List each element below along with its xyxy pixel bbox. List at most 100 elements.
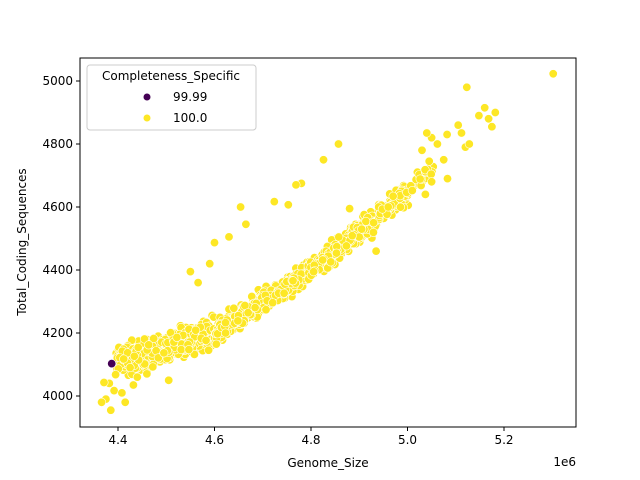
data-point [221,318,231,328]
data-point [474,111,484,121]
data-point [426,169,436,179]
data-point [422,128,432,138]
data-point [318,155,328,165]
data-point [184,345,194,355]
data-point [153,353,163,363]
data-point [201,335,211,345]
data-point [241,219,251,229]
legend-marker-100-0 [143,114,151,122]
data-point [439,155,449,165]
data-point [211,339,221,349]
data-point [383,202,393,212]
data-point [309,267,319,277]
data-point [341,241,351,251]
data-point [250,303,260,313]
data-point [120,397,130,407]
data-point [420,189,430,199]
data-point [464,139,474,149]
data-point [133,342,143,352]
data-point [417,145,427,155]
data-point [291,180,301,190]
data-point [279,288,289,298]
scatter-points [97,69,558,415]
data-point [233,316,243,326]
data-point [395,202,405,212]
data-point [415,174,425,184]
data-point [97,397,107,407]
legend-marker-99-99 [143,93,151,101]
data-point [224,232,234,242]
legend: Completeness_Specific 99.99 100.0 [86,64,257,131]
y-axis-label: Total_Coding_Sequences [15,168,29,316]
data-point [106,405,116,415]
data-point [318,255,328,265]
data-point [345,204,355,214]
data-point [462,82,472,92]
x-axis-label: Genome_Size [287,456,368,470]
x-axis-ticks: 4.4 4.6 4.8 5.0 5.2 [108,427,514,447]
data-point [357,224,367,234]
data-point [333,139,343,149]
data-point [221,328,231,338]
data-point [148,362,158,372]
data-point [125,363,135,373]
x-axis-offset-label: 1e6 [553,455,576,469]
data-point [484,114,494,124]
data-point [334,232,344,242]
data-point [283,200,293,210]
data-point [456,128,466,138]
data-point [159,348,169,358]
data-point [442,174,452,184]
y-tick-label: 4400 [42,263,73,277]
data-point [288,276,298,286]
data-point [164,375,174,385]
data-point [326,257,336,267]
data-point [119,354,129,364]
data-point [193,278,203,288]
data-point-highlight [107,359,117,369]
data-point [331,248,341,258]
axes-frame [79,57,577,428]
data-point [548,69,558,79]
data-point [388,191,398,201]
data-point [269,197,279,207]
data-point [128,380,138,390]
data-point [142,369,152,379]
data-point [361,216,371,226]
data-point [109,386,119,396]
data-point [453,120,463,130]
data-point [442,130,452,140]
data-point [204,345,214,355]
x-tick-label: 4.6 [205,433,224,447]
data-point [99,377,109,387]
legend-box [86,64,257,131]
data-point [111,370,121,380]
data-point [149,333,159,343]
data-point [236,202,246,212]
legend-title: Completeness_Specific [102,69,240,83]
data-point [490,108,500,118]
y-axis-ticks: 4000 4200 4400 4600 4800 5000 [42,74,80,403]
data-point [176,345,186,355]
x-tick-label: 5.0 [398,433,417,447]
data-point [268,298,278,308]
legend-label-100-0: 100.0 [173,111,207,125]
data-point [427,177,437,187]
data-point [368,227,378,237]
data-point [243,308,253,318]
data-point [487,122,497,132]
data-point [229,303,239,313]
legend-label-99-99: 99.99 [173,90,207,104]
y-tick-label: 4000 [42,389,73,403]
data-point [347,231,357,241]
data-point [191,325,201,335]
data-point [172,332,182,342]
data-point [424,156,434,166]
data-point [432,139,442,149]
y-tick-label: 4200 [42,326,73,340]
data-point [420,165,430,175]
data-point [117,388,127,398]
x-tick-label: 4.4 [108,433,127,447]
data-point [480,103,490,113]
